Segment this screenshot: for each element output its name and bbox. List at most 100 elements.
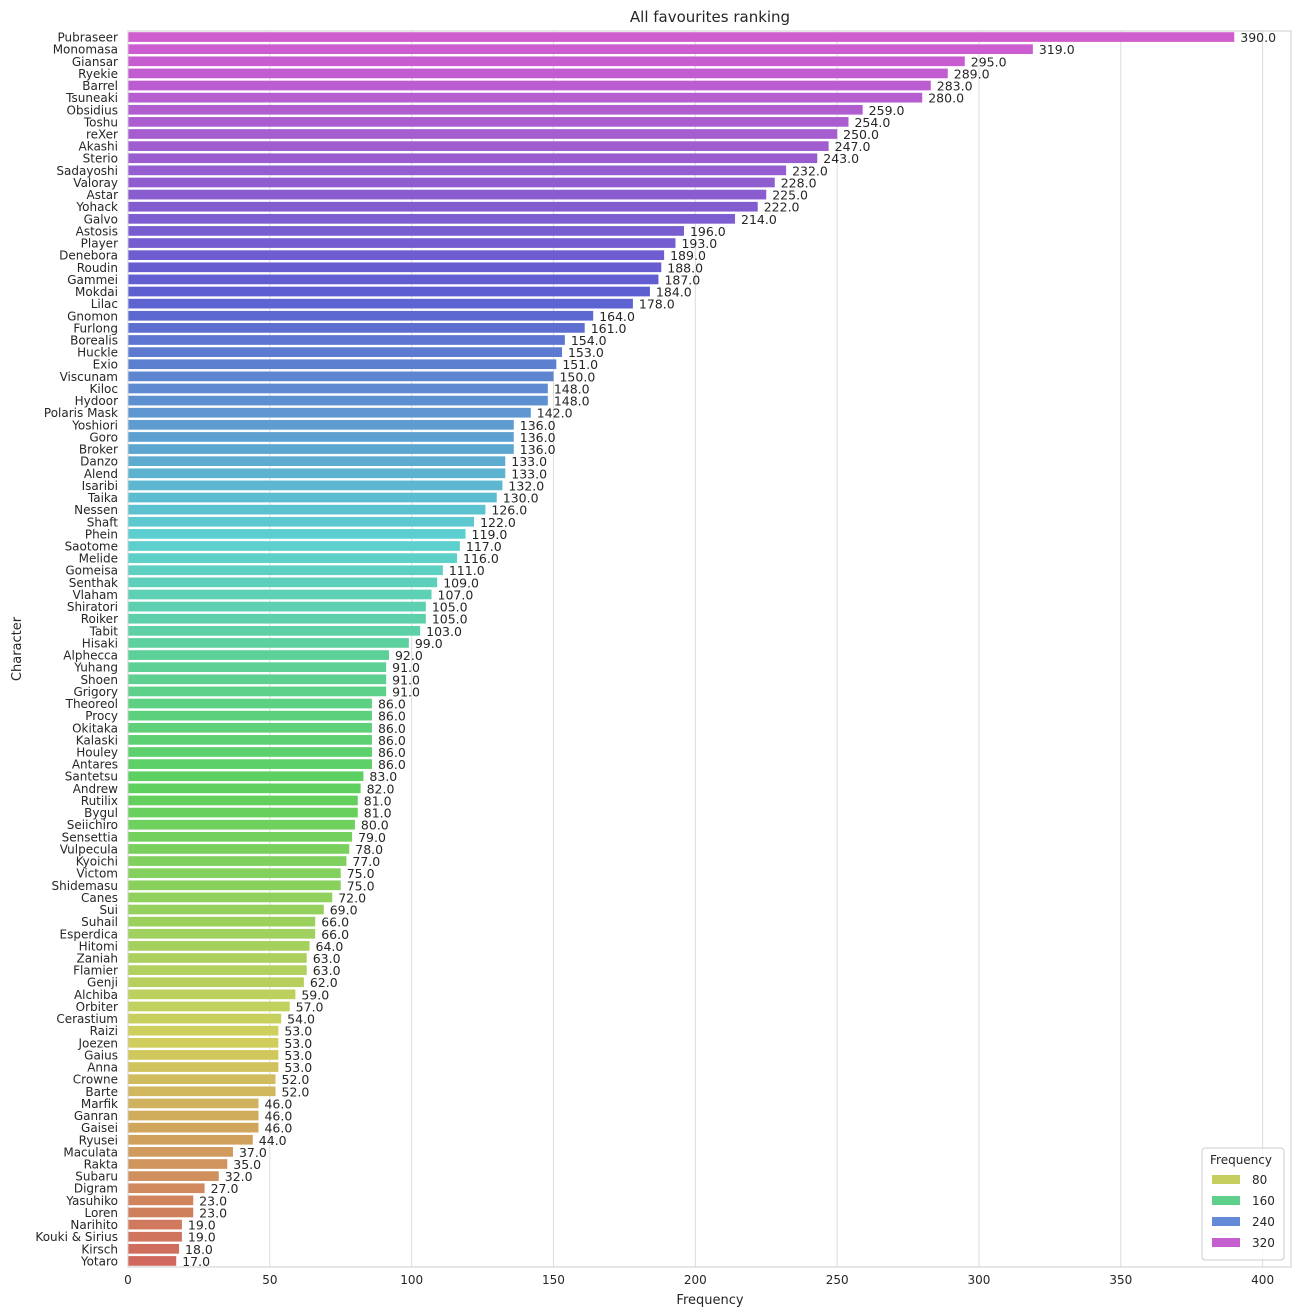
x-tick-label: 250 bbox=[826, 1273, 849, 1287]
y-tick-label: Yasuhiko bbox=[65, 1194, 118, 1208]
y-tick-label: Akashi bbox=[79, 140, 119, 154]
bar bbox=[128, 32, 1235, 42]
bar bbox=[128, 577, 438, 588]
data-label: 136.0 bbox=[520, 442, 556, 457]
y-tick-label: Loren bbox=[85, 1206, 118, 1220]
y-tick-label: Tabit bbox=[89, 624, 119, 638]
data-label: 133.0 bbox=[511, 466, 547, 481]
y-tick-label: Astar bbox=[87, 188, 119, 202]
data-label: 105.0 bbox=[432, 600, 468, 615]
y-tick-label: Hitomi bbox=[79, 939, 118, 953]
bar bbox=[128, 941, 310, 951]
data-label: 17.0 bbox=[182, 1254, 210, 1269]
y-tick-label: Okitaka bbox=[72, 721, 118, 735]
y-tick-label: Roudin bbox=[77, 261, 118, 275]
y-tick-label: Ganran bbox=[74, 1109, 118, 1123]
y-tick-label: Toshu bbox=[83, 115, 118, 129]
y-tick-label: Orbiter bbox=[76, 1000, 118, 1014]
y-tick-label: Lilac bbox=[91, 297, 118, 311]
bar bbox=[128, 638, 409, 648]
y-tick-label: Shiratori bbox=[67, 600, 118, 614]
data-label: 53.0 bbox=[284, 1048, 312, 1063]
data-label: 259.0 bbox=[869, 103, 905, 118]
legend-swatch bbox=[1212, 1217, 1240, 1226]
data-label: 53.0 bbox=[284, 1060, 312, 1075]
y-tick-label: Zaniah bbox=[77, 952, 118, 966]
legend-title: Frequency bbox=[1210, 1153, 1272, 1167]
y-tick-label: Kalaski bbox=[76, 733, 118, 747]
data-label: 63.0 bbox=[313, 951, 341, 966]
data-label: 390.0 bbox=[1240, 30, 1276, 45]
bar bbox=[128, 68, 948, 79]
legend-swatch bbox=[1212, 1175, 1240, 1184]
bar bbox=[128, 153, 818, 164]
bar bbox=[128, 1219, 182, 1230]
data-label: 188.0 bbox=[667, 260, 703, 275]
bar bbox=[128, 625, 421, 636]
x-tick-label: 400 bbox=[1251, 1273, 1274, 1287]
data-label: 53.0 bbox=[284, 1024, 312, 1039]
y-tick-label: Isaribi bbox=[82, 479, 118, 493]
y-tick-label: Marfik bbox=[81, 1097, 118, 1111]
y-tick-labels: PubraseerMonomasaGiansarRyekieBarrelTsun… bbox=[35, 31, 118, 1269]
data-label: 86.0 bbox=[378, 721, 406, 736]
data-label: 75.0 bbox=[347, 866, 375, 881]
y-tick-label: Yoshiori bbox=[71, 418, 118, 432]
bar bbox=[128, 589, 432, 600]
data-label: 82.0 bbox=[367, 781, 395, 796]
bar bbox=[128, 601, 426, 612]
x-tick-label: 50 bbox=[262, 1273, 277, 1287]
data-label: 107.0 bbox=[438, 587, 474, 602]
data-label: 148.0 bbox=[554, 394, 590, 409]
bar bbox=[128, 92, 923, 103]
legend-label: 160 bbox=[1252, 1194, 1275, 1208]
y-tick-label: Joezen bbox=[77, 1036, 118, 1050]
y-tick-label: Borealis bbox=[70, 334, 118, 348]
bar bbox=[128, 516, 475, 527]
data-label: 119.0 bbox=[472, 527, 508, 542]
y-tick-label: Santetsu bbox=[65, 770, 118, 784]
y-tick-label: Taika bbox=[87, 491, 118, 505]
bar bbox=[128, 189, 767, 200]
data-label: 72.0 bbox=[338, 890, 366, 905]
y-tick-label: Nessen bbox=[74, 503, 118, 517]
bar bbox=[128, 650, 389, 660]
data-label: 19.0 bbox=[188, 1230, 216, 1245]
bar bbox=[128, 444, 514, 454]
data-label: 116.0 bbox=[463, 551, 499, 566]
data-label: 105.0 bbox=[432, 612, 468, 627]
bar bbox=[128, 698, 372, 709]
bar bbox=[128, 480, 503, 491]
data-label: 228.0 bbox=[781, 175, 817, 190]
legend-label: 80 bbox=[1252, 1173, 1267, 1187]
y-tick-label: Viscunam bbox=[60, 370, 118, 384]
data-label: 81.0 bbox=[364, 806, 392, 821]
y-tick-label: Barrel bbox=[82, 79, 118, 93]
bar bbox=[128, 383, 548, 394]
y-tick-label: Barte bbox=[85, 1085, 118, 1099]
data-label: 136.0 bbox=[520, 418, 556, 433]
y-tick-label: Exio bbox=[93, 358, 118, 372]
legend-swatch bbox=[1212, 1196, 1240, 1205]
bar bbox=[128, 250, 665, 261]
y-tick-label: Houley bbox=[76, 746, 118, 760]
bar bbox=[128, 783, 361, 794]
y-tick-label: Shaft bbox=[87, 515, 119, 529]
y-tick-label: Kirsch bbox=[81, 1242, 118, 1256]
bar bbox=[128, 953, 307, 963]
bar bbox=[128, 844, 350, 854]
data-label: 66.0 bbox=[321, 927, 349, 942]
data-label: 86.0 bbox=[378, 757, 406, 772]
data-label: 280.0 bbox=[928, 91, 964, 106]
data-label: 18.0 bbox=[185, 1242, 213, 1257]
bar bbox=[128, 1086, 276, 1097]
bar bbox=[128, 771, 364, 782]
bar bbox=[128, 492, 497, 503]
y-tick-label: Kyoichi bbox=[76, 855, 118, 869]
y-tick-label: Astosis bbox=[76, 224, 118, 238]
y-tick-label: Anna bbox=[87, 1061, 118, 1075]
y-tick-label: Crowne bbox=[73, 1073, 118, 1087]
bar bbox=[128, 262, 662, 273]
data-label: 289.0 bbox=[954, 66, 990, 81]
